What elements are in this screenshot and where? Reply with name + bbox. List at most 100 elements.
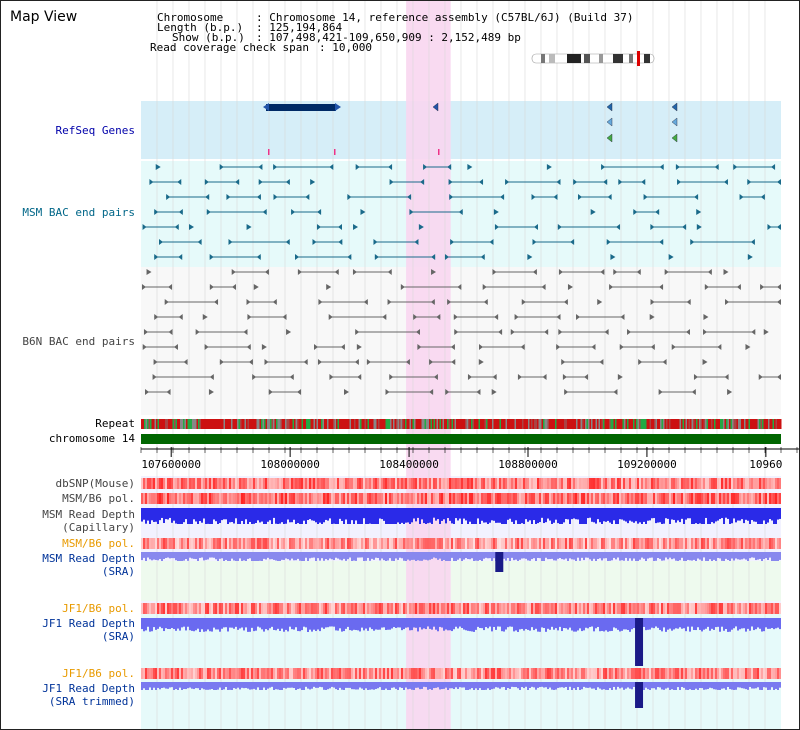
msm-bac-pair-end[interactable]: [149, 179, 154, 185]
msm-bac-pair-end[interactable]: [209, 254, 214, 260]
b6n-bac-pair-end[interactable]: [354, 359, 359, 365]
b6n-bac-pair-end[interactable]: [282, 314, 287, 320]
b6n-bac-pair-end[interactable]: [387, 299, 392, 305]
b6n-bac-pair-end[interactable]: [451, 359, 456, 365]
b6n-bac-pair-end[interactable]: [219, 359, 224, 365]
msm-bac-pair-end[interactable]: [641, 179, 646, 185]
b6n-bac-pair-end[interactable]: [751, 329, 756, 335]
msm-bac-pair-end[interactable]: [532, 239, 537, 245]
msm-bac-pair-end[interactable]: [677, 179, 682, 185]
jf1-trim-depth-bar-peak[interactable]: [635, 682, 644, 708]
b6n-bac-pair-end[interactable]: [613, 389, 618, 395]
b6n-bac-pair-end[interactable]: [248, 359, 253, 365]
b6n-bac-pair-end[interactable]: [429, 389, 434, 395]
b6n-bac-pair-end[interactable]: [685, 329, 690, 335]
b6n-bac-pair-end[interactable]: [686, 299, 691, 305]
msm-bac-pair-end[interactable]: [159, 239, 164, 245]
msm-bac-pair-end[interactable]: [246, 224, 252, 230]
b6n-bac-pair-end[interactable]: [777, 299, 781, 305]
b6n-bac-pair-end[interactable]: [168, 284, 173, 290]
msm-bac-pair-end[interactable]: [273, 164, 278, 170]
b6n-bac-pair-end[interactable]: [178, 314, 183, 320]
refseq-gene-marker[interactable]: [606, 102, 613, 112]
msm-bac-pair-end[interactable]: [174, 224, 179, 230]
b6n-bac-pair-end[interactable]: [658, 389, 663, 395]
msm-bac-pair-end[interactable]: [310, 179, 316, 185]
b6n-bac-pair-end[interactable]: [447, 299, 452, 305]
b6n-bac-pair-end[interactable]: [704, 284, 709, 290]
b6n-bac-pair-end[interactable]: [430, 299, 435, 305]
msm-bac-pair-end[interactable]: [414, 239, 419, 245]
b6n-bac-pair-end[interactable]: [691, 389, 696, 395]
b6n-bac-pair-end[interactable]: [609, 284, 614, 290]
b6n-bac-pair-end[interactable]: [272, 299, 277, 305]
msm-bac-pair-end[interactable]: [659, 239, 664, 245]
b6n-bac-pair-end[interactable]: [382, 314, 387, 320]
refseq-gene-marker[interactable]: [432, 102, 439, 112]
msm-bac-pair-end[interactable]: [696, 209, 702, 215]
b6n-bac-pair-end[interactable]: [183, 359, 188, 365]
msm-bac-pair-end[interactable]: [337, 224, 342, 230]
b6n-bac-pair-end[interactable]: [231, 284, 236, 290]
msm-bac-pair-end[interactable]: [409, 209, 414, 215]
msm-bac-pair-end[interactable]: [668, 254, 674, 260]
b6n-bac-pair-end[interactable]: [231, 269, 236, 275]
msm-bac-pair-end[interactable]: [531, 194, 536, 200]
b6n-bac-pair-end[interactable]: [429, 359, 434, 365]
b6n-bac-pair-end[interactable]: [317, 359, 322, 365]
b6n-bac-pair-end[interactable]: [209, 374, 214, 380]
msm-bac-pair-end[interactable]: [205, 194, 210, 200]
b6n-bac-pair-end[interactable]: [457, 284, 462, 290]
msm-bac-pair-end[interactable]: [388, 164, 393, 170]
b6n-bac-pair-end[interactable]: [152, 374, 157, 380]
b6n-bac-pair-end[interactable]: [318, 299, 323, 305]
b6n-bac-pair-end[interactable]: [520, 344, 525, 350]
b6n-bac-pair-end[interactable]: [745, 344, 751, 350]
b6n-bac-pair-end[interactable]: [510, 329, 515, 335]
b6n-bac-pair-end[interactable]: [355, 329, 360, 335]
b6n-bac-pair-end[interactable]: [736, 284, 741, 290]
msm-bac-pair-end[interactable]: [206, 209, 211, 215]
msm-bac-pair-end[interactable]: [355, 164, 360, 170]
b6n-bac-pair-end[interactable]: [478, 359, 484, 365]
b6n-bac-pair-end[interactable]: [252, 374, 257, 380]
msm-bac-pair-end[interactable]: [273, 194, 278, 200]
msm-bac-pair-end[interactable]: [682, 224, 687, 230]
msm-bac-pair-end[interactable]: [573, 179, 578, 185]
msm-bac-pair-end[interactable]: [494, 224, 499, 230]
msm-bac-pair-end[interactable]: [285, 179, 290, 185]
b6n-bac-pair-end[interactable]: [613, 269, 618, 275]
b6n-bac-pair-end[interactable]: [264, 359, 269, 365]
b6n-bac-pair-end[interactable]: [142, 344, 147, 350]
b6n-bac-pair-end[interactable]: [264, 269, 269, 275]
b6n-bac-pair-end[interactable]: [145, 389, 150, 395]
msm-bac-pair-end[interactable]: [479, 179, 484, 185]
msm-bac-pair-end[interactable]: [577, 194, 582, 200]
b6n-bac-pair-end[interactable]: [702, 359, 708, 365]
msm-bac-pair-end[interactable]: [533, 224, 538, 230]
jf1-sra-depth-bar-peak[interactable]: [635, 618, 644, 666]
msm-bac-pair-end[interactable]: [606, 239, 611, 245]
b6n-bac-pair-end[interactable]: [340, 344, 345, 350]
msm-bac-pair-end[interactable]: [603, 179, 608, 185]
b6n-bac-pair-end[interactable]: [760, 284, 765, 290]
b6n-bac-pair-end[interactable]: [717, 344, 722, 350]
b6n-bac-pair-end[interactable]: [724, 374, 729, 380]
ideogram-position-marker[interactable]: [637, 51, 640, 66]
b6n-bac-pair-end[interactable]: [664, 269, 669, 275]
msm-bac-pair-end[interactable]: [505, 179, 510, 185]
msm-bac-pair-end[interactable]: [771, 164, 776, 170]
b6n-bac-pair-end[interactable]: [542, 374, 547, 380]
msm-bac-pair-end[interactable]: [690, 239, 695, 245]
b6n-bac-pair-end[interactable]: [567, 284, 573, 290]
msm-bac-pair-end[interactable]: [226, 194, 231, 200]
b6n-bac-pair-end[interactable]: [453, 314, 458, 320]
msm-bac-pair-end[interactable]: [747, 254, 753, 260]
b6n-bac-pair-end[interactable]: [153, 359, 158, 365]
msm-bac-pair-end[interactable]: [546, 164, 552, 170]
b6n-bac-pair-end[interactable]: [243, 329, 248, 335]
b6n-bac-pair-end[interactable]: [483, 299, 488, 305]
msm-bac-pair-end[interactable]: [675, 164, 680, 170]
b6n-bac-pair-end[interactable]: [727, 389, 733, 395]
b6n-bac-pair-end[interactable]: [556, 344, 561, 350]
